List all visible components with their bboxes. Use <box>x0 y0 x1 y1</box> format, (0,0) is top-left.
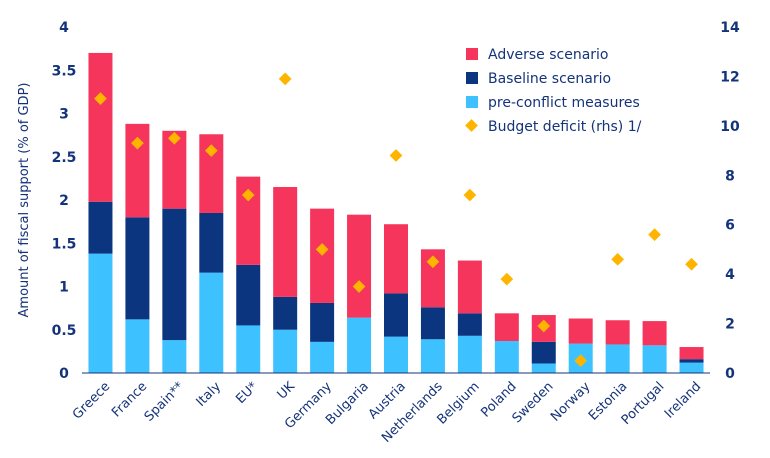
bar-segment-baseline <box>162 208 187 341</box>
y2-tick-label: 2 <box>725 317 735 333</box>
bar-segment-baseline <box>199 212 224 273</box>
bar-segment-preconflict <box>642 345 667 373</box>
bar-segment-adverse <box>88 52 113 202</box>
legend-swatch-deficit <box>465 119 478 132</box>
bar-segment-preconflict <box>88 253 113 373</box>
legend-item-adverse: Adverse scenario <box>466 47 609 63</box>
bar-segment-preconflict <box>531 363 556 373</box>
bar-segment-baseline <box>531 341 556 364</box>
y2-tick-label: 0 <box>725 366 735 382</box>
bar-segment-adverse <box>568 318 593 344</box>
y2-tick-label: 14 <box>720 20 740 36</box>
deficit-point <box>426 255 440 269</box>
x-tick-label: Italy <box>194 379 225 410</box>
y-tick-label: 0 <box>59 366 69 382</box>
y-tick-label: 3 <box>59 107 69 123</box>
bar-segment-adverse <box>273 187 298 297</box>
x-tick-label: Spain** <box>142 379 188 425</box>
bar-segment-baseline <box>88 201 113 254</box>
legend-item-preconflict: pre-conflict measures <box>466 95 640 111</box>
legend: Adverse scenario Baseline scenario pre-c… <box>465 47 642 135</box>
legend-swatch-baseline <box>466 72 478 84</box>
bar-segment-preconflict <box>457 335 482 373</box>
bar-segment-adverse <box>605 320 630 345</box>
bar-segment-preconflict <box>494 340 519 373</box>
bar-segment-preconflict <box>605 344 630 373</box>
legend-label-deficit: Budget deficit (rhs) 1/ <box>488 119 642 135</box>
deficit-point <box>685 257 698 271</box>
bar-segment-preconflict <box>679 362 704 373</box>
bar-segment-preconflict <box>310 341 335 373</box>
y-tick-label: 3.5 <box>52 63 77 79</box>
deficit-points-group <box>94 72 698 368</box>
bar-segment-baseline <box>457 313 482 336</box>
legend-swatch-preconflict <box>466 96 478 108</box>
x-tick-label: UK <box>275 379 299 403</box>
bar-segment-preconflict <box>384 336 408 373</box>
bar-segment-baseline <box>679 359 704 363</box>
x-tick-label: Ireland <box>662 379 704 421</box>
y2-tick-label: 6 <box>725 218 735 234</box>
bar-segment-adverse <box>642 321 667 346</box>
bars-group <box>88 52 704 373</box>
x-tick-label: Sweden <box>510 379 557 426</box>
bar-segment-baseline <box>236 264 261 326</box>
bar-segment-baseline <box>273 296 298 330</box>
deficit-point <box>500 272 514 286</box>
bar-segment-preconflict <box>199 272 224 373</box>
x-tick-label: Norway <box>548 379 594 425</box>
y-tick-label: 4 <box>59 20 69 36</box>
legend-item-deficit: Budget deficit (rhs) 1/ <box>465 119 642 135</box>
y-tick-label: 1 <box>59 280 69 296</box>
deficit-point <box>241 188 255 202</box>
legend-label-preconflict: pre-conflict measures <box>488 95 640 111</box>
y-axis-right: 0 2 4 6 8 10 12 14 <box>720 20 740 382</box>
bar-segment-adverse <box>494 313 519 341</box>
legend-item-baseline: Baseline scenario <box>466 71 611 87</box>
y2-tick-label: 12 <box>720 69 739 85</box>
deficit-point <box>463 188 477 202</box>
x-tick-label: EU* <box>233 379 261 407</box>
deficit-point <box>389 149 403 162</box>
deficit-point <box>315 243 329 256</box>
deficit-point <box>167 131 181 145</box>
y-axis-left: 0 0.5 1 1.5 2 2.5 3 3.5 4 <box>52 20 77 382</box>
bar-segment-adverse <box>347 214 372 318</box>
bar-segment-preconflict <box>236 325 261 373</box>
bar-segment-baseline <box>420 307 445 340</box>
legend-swatch-adverse <box>466 48 478 60</box>
bar-segment-baseline <box>384 293 408 337</box>
bar-segment-adverse <box>457 260 482 314</box>
bar-segment-adverse <box>679 347 704 360</box>
bar-segment-preconflict <box>125 319 150 373</box>
y-tick-label: 0.5 <box>52 323 77 339</box>
y2-tick-label: 8 <box>725 168 735 184</box>
y-axis-label: Amount of fiscal support (% of GDP) <box>17 83 32 318</box>
deficit-point <box>131 136 144 150</box>
bar-segment-baseline <box>125 217 150 320</box>
y-tick-label: 1.5 <box>52 236 77 252</box>
deficit-point <box>611 252 625 266</box>
bar-segment-preconflict <box>273 329 298 373</box>
deficit-point <box>204 144 218 157</box>
bar-segment-preconflict <box>347 317 372 373</box>
y2-tick-label: 4 <box>725 267 735 283</box>
y2-tick-label: 10 <box>720 119 740 135</box>
legend-label-baseline: Baseline scenario <box>488 71 611 87</box>
deficit-point <box>352 280 366 293</box>
bar-segment-preconflict <box>420 339 445 373</box>
bar-segment-adverse <box>384 224 408 294</box>
x-tick-label: Greece <box>70 379 113 422</box>
deficit-point <box>278 72 292 86</box>
bar-segment-baseline <box>310 302 335 342</box>
legend-label-adverse: Adverse scenario <box>488 47 609 63</box>
bar-segment-preconflict <box>162 340 187 373</box>
y-tick-label: 2.5 <box>52 150 77 166</box>
deficit-point <box>648 228 661 241</box>
y-tick-label: 2 <box>59 193 69 209</box>
